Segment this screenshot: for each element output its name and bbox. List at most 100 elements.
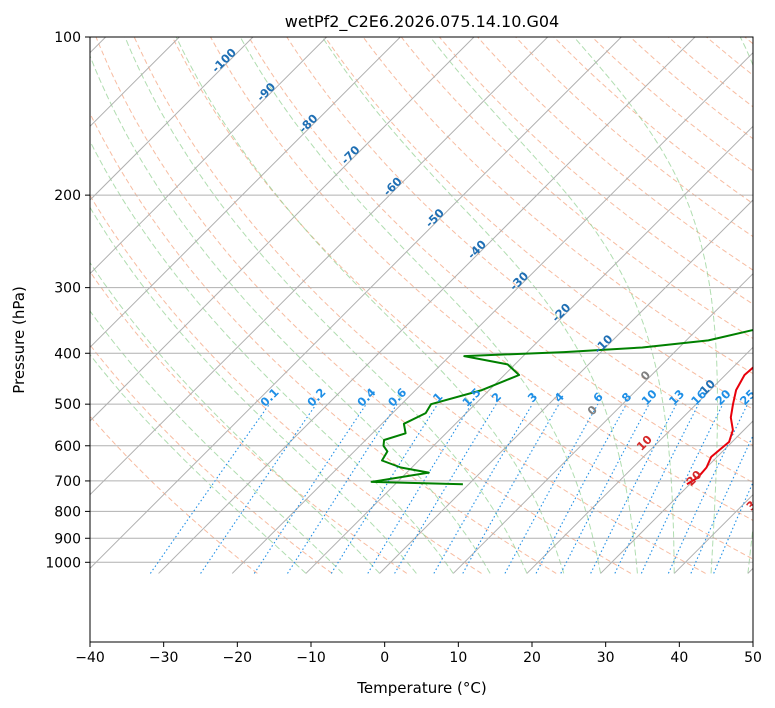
dry-adiabat-line — [324, 37, 753, 410]
mixing-ratio-label: 0.4 — [354, 385, 378, 409]
moist-adiabat-line — [90, 54, 491, 574]
mixing-ratio-line — [367, 403, 472, 574]
isotherm-gridline — [600, 420, 753, 574]
y-tick-label: 400 — [54, 346, 81, 362]
y-tick-label: 300 — [54, 281, 81, 297]
x-tick-label: −30 — [149, 650, 179, 666]
y-tick-label: 100 — [54, 30, 81, 46]
moist-adiabat-line — [175, 37, 565, 574]
mixing-ratio-label: 25 — [737, 387, 758, 408]
y-tick-label: 900 — [54, 531, 81, 547]
mixing-ratio-line — [667, 403, 748, 574]
dewpoint-line — [370, 328, 753, 486]
isotherm-gridline — [379, 199, 753, 574]
x-tick-label: −40 — [75, 650, 105, 666]
dry-adiabat-line — [553, 37, 753, 205]
dry-adiabat-line — [362, 37, 753, 375]
y-axis: 100 200 300 400 500 600 700 800 900 1000 — [45, 30, 90, 571]
x-tick-label: 0 — [380, 650, 389, 666]
moist-adiabat-line — [573, 37, 718, 574]
mixing-ratio-line — [504, 403, 599, 574]
adiabat-label: 30 — [743, 492, 764, 513]
x-tick-label: 30 — [597, 650, 615, 666]
moist-adiabat-line — [429, 37, 675, 574]
dry-adiabat-line — [476, 37, 753, 271]
mixing-ratio-lines — [149, 403, 753, 574]
x-tick-label: −20 — [223, 650, 253, 666]
y-tick-label: 200 — [54, 188, 81, 204]
mixing-ratio-label: 0.2 — [304, 385, 328, 409]
moist-adiabats — [90, 37, 753, 574]
dry-adiabat-line — [705, 37, 753, 76]
dry-adiabat-line — [90, 194, 482, 574]
dry-adiabat-line — [400, 37, 753, 340]
x-tick-label: 10 — [449, 650, 467, 666]
isotherm-gridline — [231, 51, 753, 574]
isotherm-label: -20 — [549, 300, 574, 325]
isotherm-label: 0 — [638, 368, 654, 384]
x-tick-label: 50 — [744, 650, 762, 666]
moist-adiabat-line — [321, 37, 638, 574]
moist-adiabat-line — [90, 261, 380, 574]
mixing-ratio-label: 1.5 — [459, 385, 483, 409]
dry-adiabat-line — [90, 415, 258, 574]
mixing-ratio-label: 0.6 — [385, 385, 409, 409]
mixing-ratio-label: 4 — [551, 390, 567, 406]
moist-adiabat-line — [739, 37, 753, 574]
isotherm-gridline — [452, 272, 753, 574]
mixing-ratio-line — [394, 403, 497, 574]
isotherm-gridline — [90, 37, 254, 201]
isotherm-gridline — [747, 567, 753, 574]
isotherm-label: -40 — [465, 237, 490, 262]
dry-adiabat-line — [90, 112, 557, 574]
moist-adiabat-line — [239, 37, 602, 574]
isotherm-label: -70 — [338, 143, 363, 168]
dry-adiabat-line — [248, 37, 753, 484]
y-tick-label: 700 — [54, 474, 81, 490]
x-tick-label: −10 — [296, 650, 326, 666]
isotherm-label: -30 — [507, 269, 532, 294]
mixing-ratio-line — [200, 403, 317, 574]
dry-adiabat-line — [90, 270, 408, 574]
isotherm-label: -10 — [591, 332, 616, 357]
isotherm-label: -100 — [209, 45, 239, 75]
dry-adiabat-line — [768, 25, 775, 573]
dry-adiabat-line — [90, 344, 333, 574]
dry-adiabat-line — [286, 37, 753, 447]
x-tick-label: 20 — [523, 650, 541, 666]
dry-adiabat-line — [95, 37, 632, 574]
mixing-ratio-label: 30 — [758, 387, 775, 408]
y-tick-label: 1000 — [45, 555, 81, 571]
dry-adiabat-line — [133, 37, 706, 574]
y-tick-label: 600 — [54, 439, 81, 455]
isotherm-gridline — [90, 37, 622, 570]
mixing-ratio-line — [287, 403, 398, 574]
x-axis: −40 −30 −20 −10 0 10 20 30 40 50 — [75, 642, 762, 666]
mixing-ratio-line — [640, 403, 724, 574]
mixing-ratio-line — [330, 403, 439, 574]
x-axis-title: Temperature (°C) — [356, 679, 486, 697]
y-tick-label: 500 — [54, 397, 81, 413]
dry-adiabat-line — [171, 37, 753, 560]
moist-adiabat-line — [90, 353, 307, 574]
mixing-ratio-line — [462, 403, 560, 574]
plot-frame — [89, 36, 754, 643]
moist-adiabat-line — [90, 310, 344, 574]
isotherm-gridline — [158, 37, 696, 574]
isotherm-gridline — [90, 37, 549, 496]
chart-title: wetPf2_C2E6.2026.075.14.10.G04 — [285, 12, 559, 32]
mixing-ratio-line — [614, 403, 699, 574]
moist-adiabat-line — [124, 37, 528, 574]
mixing-ratio-line — [433, 403, 533, 574]
isotherm-gridline — [526, 346, 753, 574]
mixing-ratio-label: 20 — [712, 387, 733, 408]
mixing-ratio-line — [253, 403, 367, 574]
dry-adiabat-line — [629, 37, 753, 140]
mixing-ratio-label: 2 — [489, 390, 505, 406]
x-tick-label: 40 — [670, 650, 688, 666]
y-axis-title: Pressure (hPa) — [10, 286, 28, 394]
